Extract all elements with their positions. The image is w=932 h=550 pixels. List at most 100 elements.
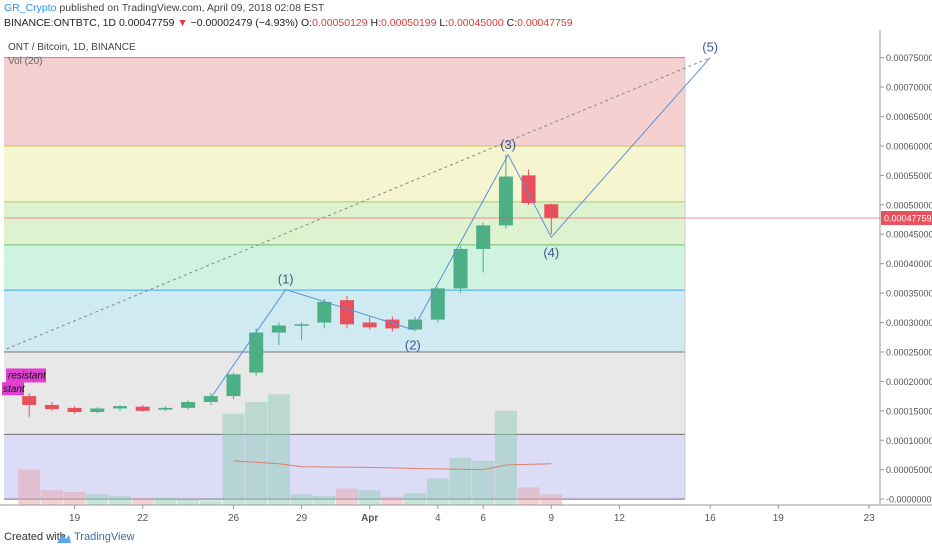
price-tick-label: 0.00005000 bbox=[886, 465, 932, 475]
publish-line: GR_Crypto published on TradingView.com, … bbox=[4, 2, 324, 14]
volume-bar bbox=[336, 488, 358, 505]
price-chart[interactable]: 0.00075000 0.00070000 0.00065000 0.00060000… bbox=[0, 30, 932, 525]
symbol-label: BINANCE:ONTBTC, 1D bbox=[4, 17, 117, 29]
candle-body bbox=[271, 325, 286, 333]
volume-bar bbox=[245, 401, 268, 505]
price-tick-label: 0.00010000 bbox=[886, 436, 932, 446]
price-tick-label: 0.00030000 bbox=[886, 318, 932, 328]
volume-bar bbox=[199, 500, 222, 505]
candle-body bbox=[226, 374, 241, 397]
last-price-tag bbox=[881, 211, 932, 226]
trend-line bbox=[6, 57, 711, 350]
volume-bar bbox=[222, 413, 245, 505]
price-tick-label: 0.00035000 bbox=[886, 289, 932, 299]
volume-bar bbox=[540, 494, 563, 505]
fibonacci-zones bbox=[4, 57, 686, 500]
candle-body bbox=[113, 406, 127, 409]
candle-body bbox=[90, 408, 105, 412]
high-label: H: bbox=[370, 17, 382, 29]
time-tick-label: 19 bbox=[773, 513, 785, 524]
wave-path bbox=[210, 57, 711, 399]
price-tick-label: 0.00020000 bbox=[886, 377, 932, 387]
candle-body bbox=[249, 332, 264, 373]
candles bbox=[22, 154, 559, 417]
fib-zone bbox=[4, 351, 685, 435]
last-price-label: 0.00047759 bbox=[884, 214, 932, 224]
low-label: L: bbox=[439, 17, 449, 29]
candle-body bbox=[385, 319, 400, 329]
time-tick-label: 9 bbox=[549, 513, 555, 524]
candle-body bbox=[44, 404, 59, 410]
chart-labels: (1) (2) (3) (4) (5) 0.00047759 ONT / Bitcoin, … bbox=[2, 40, 932, 396]
price-tick-label: 0.00060000 bbox=[886, 141, 932, 151]
fib-zone bbox=[4, 201, 685, 245]
wave-label: (3) bbox=[500, 137, 516, 152]
candle-body bbox=[22, 396, 37, 405]
candle-body bbox=[340, 300, 354, 325]
candle-body bbox=[181, 401, 196, 408]
price-tick-label: 0.00065000 bbox=[886, 112, 932, 122]
candle-body bbox=[294, 324, 309, 326]
fib-zone bbox=[4, 244, 685, 291]
candle-body bbox=[521, 175, 536, 204]
volume-bar bbox=[426, 478, 449, 505]
annotation-stant: stant bbox=[3, 384, 26, 395]
time-tick-label: 26 bbox=[228, 513, 240, 524]
volume-bar bbox=[494, 410, 517, 505]
volume-bars bbox=[18, 394, 563, 505]
ohlc-line: BINANCE:ONTBTC, 1D 0.00047759 ▼ −0.00002… bbox=[4, 17, 573, 29]
price-tick-label: 0.00070000 bbox=[886, 83, 932, 93]
candle-body bbox=[362, 322, 377, 328]
down-arrow-icon: ▼ bbox=[177, 17, 188, 29]
created-with-text: Created with bbox=[4, 531, 66, 543]
chart-header: GR_Crypto published on TradingView.com, … bbox=[0, 0, 932, 30]
candle-body bbox=[158, 407, 173, 410]
time-tick-label: 6 bbox=[480, 513, 486, 524]
volume-bar bbox=[313, 496, 336, 505]
wave-label: (2) bbox=[405, 338, 421, 353]
volume-bar bbox=[86, 494, 109, 505]
time-tick-label: 16 bbox=[705, 513, 717, 524]
candle-body bbox=[317, 301, 332, 323]
volume-bar bbox=[154, 497, 177, 505]
time-tick-label: 22 bbox=[137, 513, 149, 524]
candle-body bbox=[544, 204, 559, 218]
candle-body bbox=[453, 248, 468, 289]
time-tick-label: 29 bbox=[296, 513, 308, 524]
volume-bar bbox=[381, 496, 404, 505]
chart-area[interactable]: 0.00075000 0.00070000 0.00065000 0.00060000… bbox=[0, 30, 932, 525]
volume-bar bbox=[358, 490, 381, 505]
author-link[interactable]: GR_Crypto bbox=[4, 2, 57, 14]
candle-body bbox=[203, 396, 218, 402]
close-value: 0.00047759 bbox=[517, 17, 573, 29]
annotation-box bbox=[6, 368, 46, 383]
price-tick-label: -0.00000000 bbox=[886, 495, 932, 505]
time-tick-label: 19 bbox=[69, 513, 81, 524]
price-tick-label: 0.00025000 bbox=[886, 347, 932, 357]
volume-bar bbox=[267, 394, 290, 505]
footer: Created with TradingView bbox=[0, 525, 932, 550]
candle-body bbox=[498, 176, 513, 226]
price-tick-label: 0.00055000 bbox=[886, 171, 932, 181]
candle-body bbox=[135, 406, 150, 411]
legend-title: ONT / Bitcoin, 1D, BINANCE bbox=[8, 42, 136, 53]
volume-bar bbox=[472, 460, 495, 505]
volume-bar bbox=[63, 492, 86, 505]
fib-zone bbox=[4, 57, 685, 146]
elliott-wave bbox=[6, 57, 711, 399]
high-value: 0.00050199 bbox=[381, 17, 437, 29]
time-tick-label: 4 bbox=[435, 513, 441, 524]
volume-bar bbox=[290, 494, 313, 505]
close-label: C: bbox=[506, 17, 518, 29]
annotation-resistant: resistant bbox=[8, 370, 47, 381]
time-tick-label: 23 bbox=[864, 513, 876, 524]
volume-bar bbox=[177, 499, 200, 505]
open-value: 0.00050129 bbox=[312, 17, 368, 29]
published-text: published on TradingView.com, April 09, … bbox=[56, 2, 325, 14]
open-label: O: bbox=[301, 17, 313, 29]
price-tick-label: 0.00045000 bbox=[886, 230, 932, 240]
volume-bar bbox=[131, 497, 154, 505]
price-tick-label: 0.00075000 bbox=[886, 53, 932, 63]
volume-bar bbox=[517, 487, 540, 505]
tradingview-brand[interactable]: TradingView bbox=[74, 531, 135, 543]
